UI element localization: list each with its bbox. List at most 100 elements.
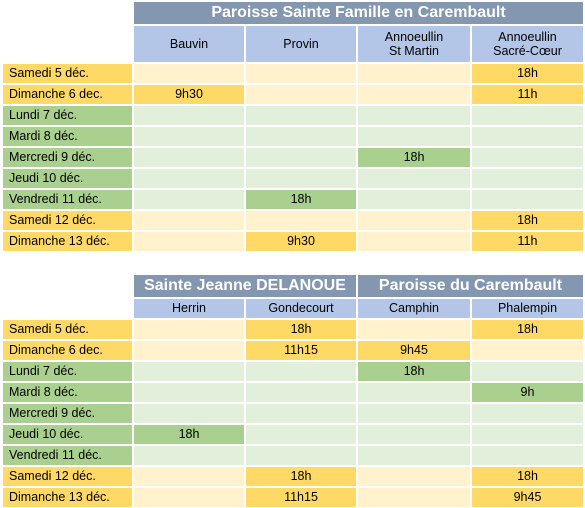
table-title-left: Sainte Jeanne DELANOUE <box>134 275 356 297</box>
empty-cell <box>246 85 356 104</box>
mass-time-cell: 9h45 <box>472 488 583 507</box>
mass-time-cell-text: 9h45 <box>400 343 428 358</box>
empty-cell <box>134 211 244 230</box>
mass-time-cell: 18h <box>134 425 244 444</box>
day-label-text: Jeudi 10 déc. <box>9 171 84 186</box>
empty-cell <box>134 169 244 188</box>
day-label-text: Vendredi 11 déc. <box>9 192 102 207</box>
empty-cell <box>134 320 244 339</box>
column-header: Herrin <box>134 299 244 318</box>
table-title: Paroisse Sainte Famille en Carembault <box>134 2 583 24</box>
day-label: Samedi 5 déc. <box>3 320 132 339</box>
day-label-text: Jeudi 10 déc. <box>9 427 84 442</box>
mass-time-cell-text: 18h <box>517 213 538 228</box>
empty-cell <box>472 404 583 423</box>
day-label: Samedi 12 déc. <box>3 211 132 230</box>
day-label: Jeudi 10 déc. <box>3 425 132 444</box>
empty-cell <box>134 362 244 381</box>
empty-cell <box>134 106 244 125</box>
day-label: Mardi 8 déc. <box>3 383 132 402</box>
mass-time-cell: 18h <box>246 190 356 209</box>
empty-cell <box>358 85 470 104</box>
empty-cell <box>246 127 356 146</box>
column-header: Camphin <box>358 299 470 318</box>
mass-time-cell-text: 9h30 <box>287 234 315 249</box>
day-label: Vendredi 11 déc. <box>3 190 132 209</box>
empty-cell <box>134 232 244 251</box>
empty-cell <box>246 64 356 83</box>
mass-time-cell-text: 9h45 <box>513 490 542 505</box>
empty-cell <box>358 404 470 423</box>
day-label-text: Dimanche 13 déc. <box>9 234 110 249</box>
day-label-text: Samedi 5 déc. <box>9 66 89 81</box>
mass-time-cell: 9h45 <box>358 341 470 360</box>
table-title-left-text: Sainte Jeanne DELANOUE <box>144 276 346 294</box>
mass-time-cell: 18h <box>246 320 356 339</box>
day-label: Dimanche 6 dec. <box>3 341 132 360</box>
empty-cell <box>246 148 356 167</box>
empty-cell <box>134 127 244 146</box>
empty-cell <box>472 341 583 360</box>
empty-cell <box>358 232 470 251</box>
day-label-text: Mardi 8 déc. <box>9 385 78 400</box>
empty-cell <box>246 425 356 444</box>
column-header-text: Camphin <box>388 301 440 316</box>
table-title-text: Paroisse Sainte Famille en Carembault <box>211 3 506 21</box>
mass-time-cell-text: 18h <box>517 66 538 81</box>
column-header-text: Bauvin <box>169 36 209 51</box>
empty-cell <box>134 341 244 360</box>
empty-cell <box>134 467 244 486</box>
empty-cell <box>472 127 583 146</box>
empty-cell <box>358 106 470 125</box>
empty-cell <box>246 404 356 423</box>
mass-time-cell: 18h <box>472 467 583 486</box>
day-label-text: Samedi 12 déc. <box>9 213 96 228</box>
day-label: Vendredi 11 déc. <box>3 446 132 465</box>
day-label: Samedi 12 déc. <box>3 467 132 486</box>
day-label: Mercredi 9 déc. <box>3 404 132 423</box>
mass-time-cell: 18h <box>358 362 470 381</box>
column-header-text: Annoeullin St Martin <box>384 29 444 58</box>
column-header: Bauvin <box>134 26 244 62</box>
empty-cell <box>358 190 470 209</box>
empty-cell <box>472 446 583 465</box>
empty-cell <box>358 446 470 465</box>
day-label: Jeudi 10 déc. <box>3 169 132 188</box>
empty-cell <box>358 425 470 444</box>
empty-cell <box>134 446 244 465</box>
mass-time-cell-text: 11h <box>517 234 538 249</box>
empty-cell <box>134 488 244 507</box>
mass-time-cell-text: 11h15 <box>284 343 318 358</box>
day-label-text: Dimanche 6 dec. <box>9 87 103 102</box>
mass-time-cell-text: 18h <box>403 150 425 165</box>
empty-cell <box>472 190 583 209</box>
mass-time-cell: 11h <box>472 232 583 251</box>
mass-time-cell: 18h <box>472 320 583 339</box>
mass-time-cell: 9h <box>472 383 583 402</box>
day-label: Dimanche 6 dec. <box>3 85 132 104</box>
column-header-text: Gondecourt <box>268 301 334 316</box>
empty-cell <box>358 320 470 339</box>
empty-cell <box>358 211 470 230</box>
empty-cell <box>246 106 356 125</box>
column-header-text: Phalempin <box>497 301 558 316</box>
column-header-text: Provin <box>283 36 319 51</box>
column-header: Provin <box>246 26 356 62</box>
empty-cell <box>246 383 356 402</box>
empty-cell <box>358 383 470 402</box>
empty-cell <box>358 488 470 507</box>
empty-cell <box>358 127 470 146</box>
day-label-text: Samedi 5 déc. <box>9 322 89 337</box>
table-title-right-text: Paroisse du Carembault <box>378 276 563 294</box>
mass-time-cell: 9h30 <box>246 232 356 251</box>
mass-time-cell: 18h <box>358 148 470 167</box>
day-label-text: Mercredi 9 déc. <box>9 150 96 165</box>
day-label-text: Vendredi 11 déc. <box>9 448 102 463</box>
day-label-text: Lundi 7 déc. <box>9 108 78 123</box>
empty-cell <box>246 446 356 465</box>
table-title-right: Paroisse du Carembault <box>358 275 583 297</box>
empty-cell <box>472 148 583 167</box>
empty-cell <box>472 425 583 444</box>
column-header-text: Herrin <box>171 301 207 316</box>
day-label: Mardi 8 déc. <box>3 127 132 146</box>
